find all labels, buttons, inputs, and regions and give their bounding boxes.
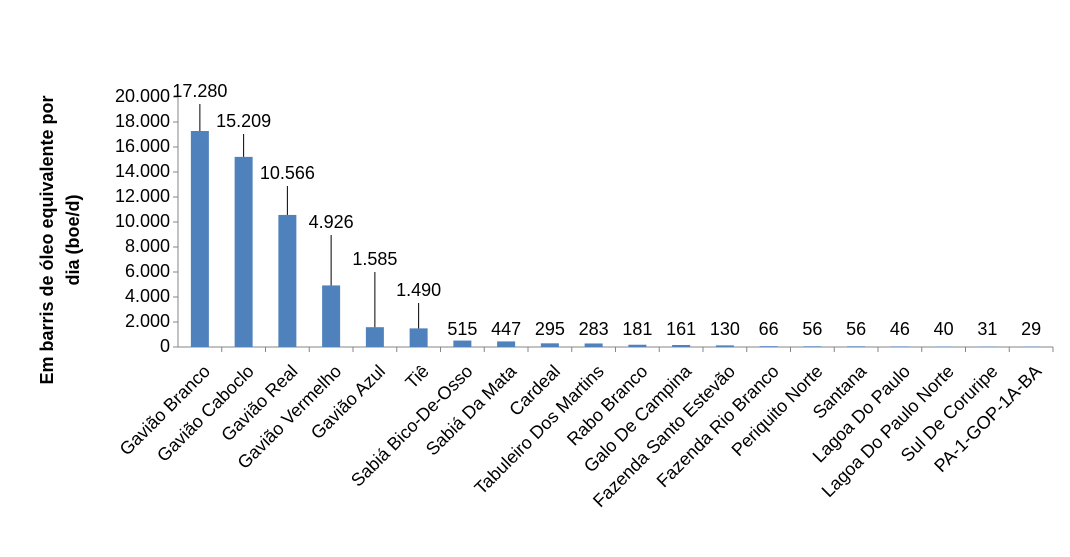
bar: [715, 345, 734, 347]
bar: [847, 346, 866, 347]
y-tick-label: 6.000: [125, 261, 170, 281]
bar: [584, 343, 603, 347]
bar: [453, 340, 472, 347]
bar: [672, 344, 691, 347]
bar: [934, 346, 953, 347]
y-tick-label: 18.000: [115, 111, 170, 131]
y-tick-label: 16.000: [115, 136, 170, 156]
bar: [540, 343, 559, 347]
data-label: 1.490: [396, 280, 441, 300]
data-label: 161: [666, 319, 696, 339]
y-tick-label: 0: [160, 336, 170, 356]
data-label: 447: [491, 319, 521, 339]
y-axis-label: Em barris de óleo equivalente por: [37, 95, 57, 384]
bar: [628, 344, 647, 347]
data-label: 4.926: [309, 212, 354, 232]
bar: [890, 346, 909, 347]
data-label: 17.280: [172, 81, 227, 101]
y-tick-label: 4.000: [125, 286, 170, 306]
data-label: 40: [934, 319, 954, 339]
data-label: 31: [977, 319, 997, 339]
data-label: 15.209: [216, 111, 271, 131]
bar: [234, 156, 253, 347]
data-label: 515: [447, 319, 477, 339]
data-label: 295: [535, 319, 565, 339]
bar: [497, 341, 516, 347]
data-label: 29: [1021, 319, 1041, 339]
y-tick-label: 8.000: [125, 236, 170, 256]
data-label: 10.566: [260, 163, 315, 183]
data-label: 46: [890, 319, 910, 339]
bar: [759, 346, 778, 347]
data-label: 66: [759, 319, 779, 339]
x-tick-label: Tiê: [401, 361, 432, 392]
data-label: 130: [710, 319, 740, 339]
y-tick-label: 10.000: [115, 211, 170, 231]
bar: [190, 131, 209, 347]
bar: [278, 214, 297, 347]
data-label: 181: [622, 319, 652, 339]
y-tick-label: 20.000: [115, 86, 170, 106]
y-axis-label: dia (boe/d): [63, 195, 83, 286]
data-label: 283: [579, 319, 609, 339]
y-tick-label: 2.000: [125, 311, 170, 331]
y-tick-label: 12.000: [115, 186, 170, 206]
bar: [365, 327, 384, 347]
bar: [803, 346, 822, 347]
data-label: 56: [846, 319, 866, 339]
bar: [409, 328, 428, 347]
y-tick-label: 14.000: [115, 161, 170, 181]
data-label: 56: [802, 319, 822, 339]
data-label: 1.585: [352, 249, 397, 269]
bar: [322, 285, 341, 347]
